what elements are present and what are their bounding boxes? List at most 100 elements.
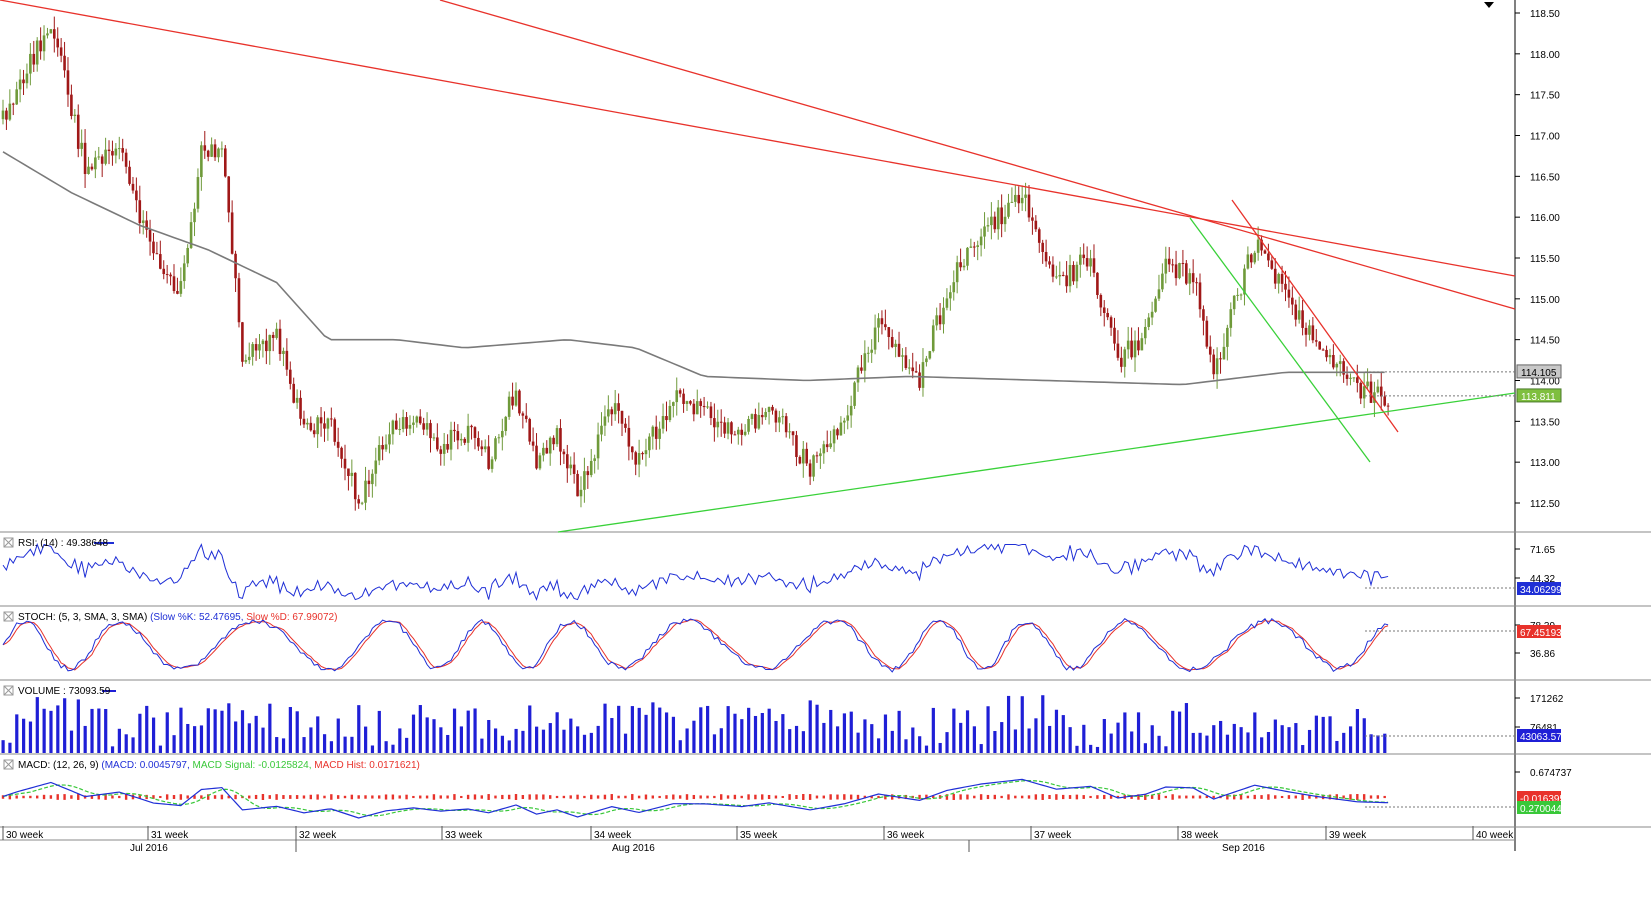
volume-bar (808, 700, 812, 753)
volume-bar (835, 726, 840, 753)
candle (757, 402, 761, 430)
candle-body (350, 472, 354, 476)
candle (1253, 250, 1257, 265)
candle (630, 446, 634, 460)
volume-bar (658, 707, 662, 753)
candle-body (278, 328, 282, 355)
candle-body (1150, 311, 1154, 318)
candle-body (555, 428, 559, 445)
candle (702, 396, 706, 416)
macd-hist-bar (1068, 795, 1072, 799)
candle-body (1366, 381, 1369, 387)
candle (401, 409, 405, 433)
macd-line (2, 778, 1389, 819)
candle (853, 381, 856, 409)
candle (812, 454, 815, 482)
rsi-title-text: RSI: (14) : 49.38648 (18, 538, 108, 549)
macd-hist-bar (124, 794, 128, 800)
candle (979, 228, 983, 257)
volume-bar (1102, 718, 1106, 753)
candle (5, 107, 8, 130)
rsi-last-label-box (1517, 582, 1561, 595)
macd-hist-bar (1185, 795, 1188, 799)
candle-body (1376, 386, 1380, 393)
candle-body (672, 402, 675, 406)
candle-body (1082, 254, 1086, 259)
rsi-title: RSI: (14) : 49.38648 (18, 538, 108, 549)
price-tick-label: 114.50 (1530, 336, 1560, 347)
volume-bar (706, 705, 710, 753)
candle-body (675, 390, 679, 403)
candle (288, 361, 292, 390)
candle-body (234, 253, 237, 279)
macd-hist-bar (350, 794, 354, 800)
candle-body (251, 344, 254, 357)
candle-body (480, 446, 484, 450)
volume-bar (644, 714, 648, 753)
candle-body (757, 414, 761, 429)
candle-body (832, 429, 836, 444)
candle-body (22, 79, 25, 84)
candle (1284, 270, 1287, 302)
candle (343, 444, 347, 481)
candle (819, 448, 822, 469)
candle-body (624, 423, 627, 428)
volume-bar (637, 707, 641, 753)
candle-body (377, 445, 381, 461)
candle-body (159, 254, 162, 269)
candle-body (1017, 194, 1021, 204)
candle-body (1178, 263, 1181, 279)
candle (1096, 272, 1099, 299)
candle (829, 430, 832, 449)
candle (945, 288, 949, 311)
volume-bar (1280, 725, 1284, 753)
candle-body (1301, 310, 1304, 328)
candle (46, 27, 49, 39)
candle-body (901, 355, 904, 357)
candle-body (589, 460, 593, 476)
volume-bar (49, 710, 53, 753)
candle (1352, 377, 1356, 383)
stoch-tick-label: 36.86 (1530, 649, 1555, 660)
volume-bar (726, 706, 730, 753)
candle-body (1068, 264, 1072, 287)
macd-hist-bar (1082, 795, 1085, 799)
volume-bar (979, 744, 983, 753)
candle (395, 413, 398, 430)
candle-body (25, 73, 29, 84)
candle-body (607, 409, 610, 417)
candle (555, 425, 559, 447)
candle-body (949, 292, 952, 299)
candle-body (1338, 361, 1342, 364)
candle (750, 413, 754, 425)
candle (1287, 276, 1291, 308)
macd-hist-bar (200, 795, 203, 799)
macd-hist-text: MACD Hist: 0.0171621) (314, 760, 420, 771)
candle-body (453, 429, 456, 432)
candle (805, 442, 808, 467)
candle-body (524, 415, 528, 420)
macd-hist-bar (1328, 794, 1332, 800)
candle-body (1198, 282, 1202, 310)
candle (672, 401, 675, 418)
candle-body (511, 396, 514, 406)
volume-bar (295, 711, 299, 753)
candle (870, 339, 873, 363)
candle-body (627, 427, 631, 447)
candle-body (97, 156, 101, 158)
candle-body (210, 144, 213, 157)
volume-bar (384, 741, 388, 753)
candle (299, 390, 302, 426)
candle-body (381, 445, 384, 450)
candle-body (583, 471, 586, 490)
macd-hist-bar (1226, 794, 1229, 800)
candle-body (265, 340, 268, 352)
macd-hist-bar (42, 794, 46, 800)
candle (665, 401, 668, 432)
volume-bar (1342, 732, 1346, 753)
macd-hist-bar (8, 794, 12, 800)
macd-hist-bar (870, 795, 873, 799)
macd-hist-bar (165, 794, 169, 800)
macd-hist-bar (1246, 795, 1250, 799)
